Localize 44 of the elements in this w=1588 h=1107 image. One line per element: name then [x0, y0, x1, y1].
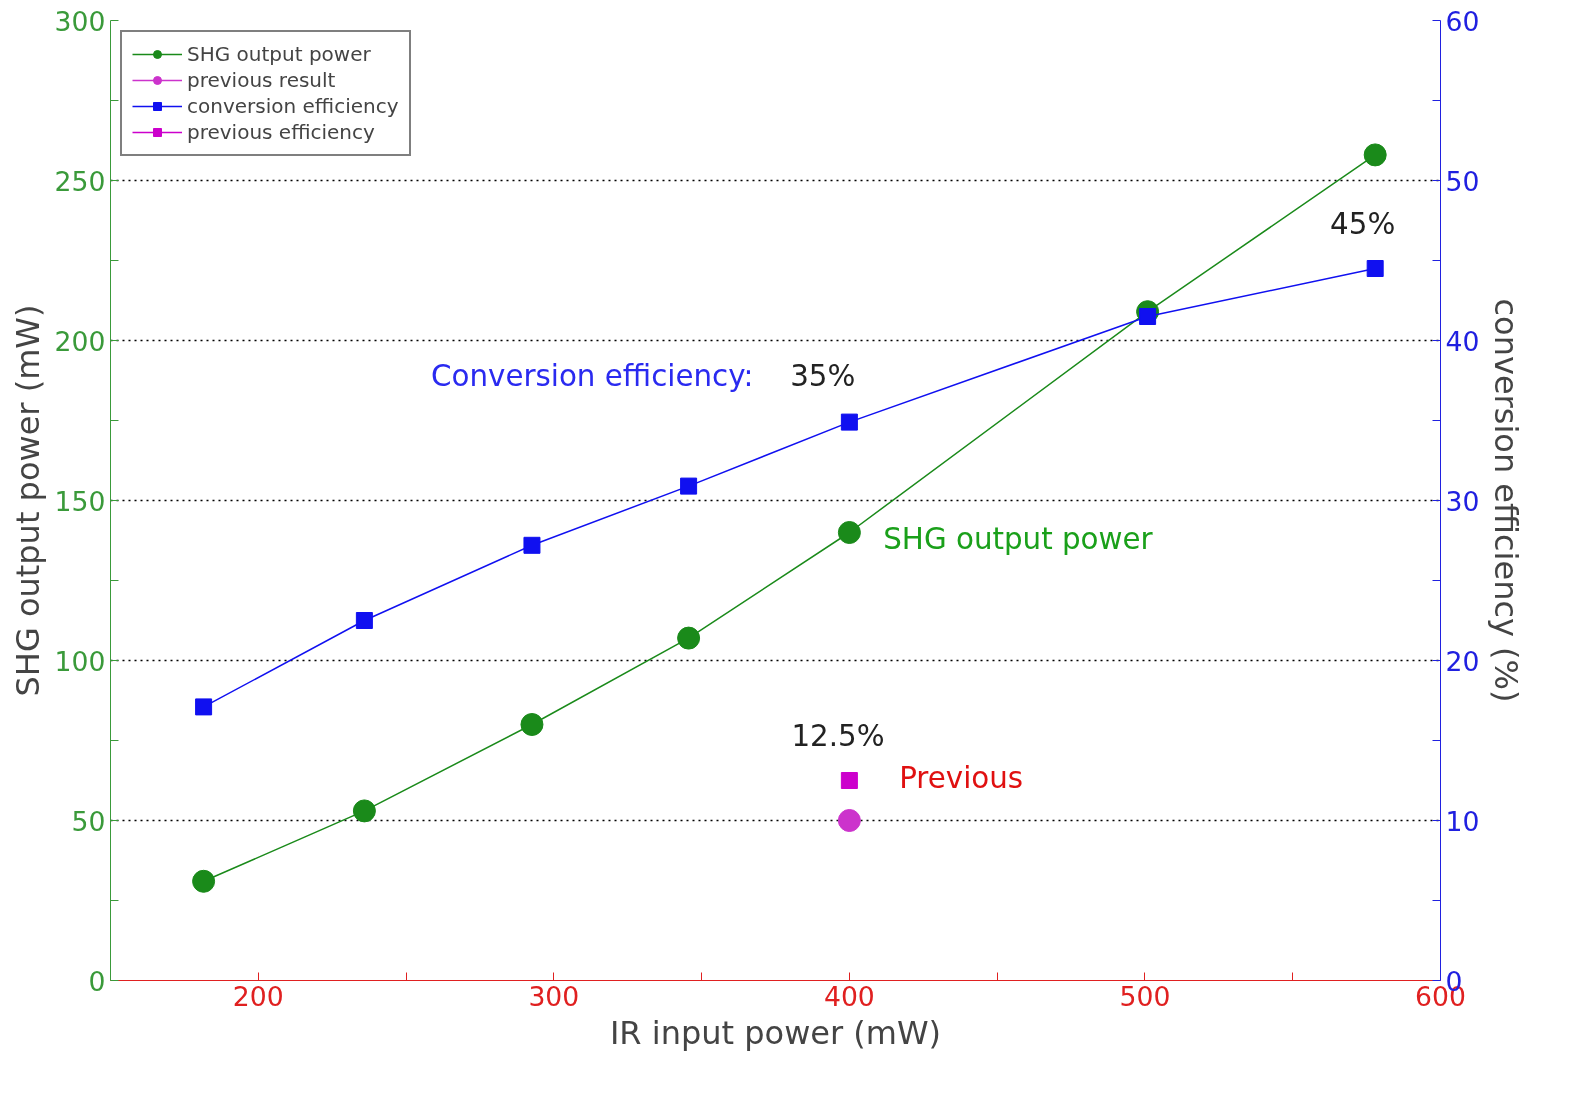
- legend-label: previous result: [187, 68, 336, 92]
- point: [195, 698, 213, 716]
- point: [680, 477, 698, 495]
- annotation: 35%: [790, 358, 856, 393]
- y-tick-label: 100: [54, 645, 106, 677]
- point: [1363, 143, 1387, 167]
- annotation: SHG output power: [883, 522, 1154, 557]
- x-tick-label: 400: [823, 980, 875, 1012]
- y-tick-label: 250: [54, 165, 106, 197]
- point: [840, 772, 858, 789]
- y2-tick-label: 40: [1445, 325, 1480, 357]
- y-tick-label: 50: [71, 805, 106, 837]
- point: [677, 626, 701, 650]
- y2-tick-label: 20: [1445, 645, 1480, 677]
- point: [352, 799, 376, 823]
- point: [520, 713, 544, 736]
- x-axis-title: IR input power (mW): [609, 1013, 942, 1052]
- y2-axis-title: conversion efficiency (%): [1487, 298, 1526, 703]
- point: [1366, 260, 1384, 277]
- y2-tick-label: 60: [1445, 5, 1480, 37]
- y-tick-label: 150: [54, 485, 106, 517]
- annotation: Conversion efficiency:: [431, 358, 754, 393]
- legend-label: previous efficiency: [187, 120, 375, 144]
- x-tick-label: 500: [1119, 980, 1171, 1012]
- y-tick-label: 0: [88, 965, 106, 997]
- x-tick-label: 200: [232, 980, 284, 1012]
- y-axis-title: SHG output power (mW): [8, 304, 47, 697]
- y2-tick-label: 30: [1445, 485, 1480, 517]
- annotation: 12.5%: [791, 718, 885, 753]
- point: [523, 536, 541, 554]
- annotation: Previous: [899, 761, 1024, 796]
- point: [192, 869, 216, 893]
- point: [840, 413, 858, 431]
- point: [837, 809, 861, 832]
- x-tick-label: 300: [528, 980, 580, 1012]
- y2-tick-label: 10: [1445, 805, 1480, 837]
- point: [837, 521, 861, 544]
- y-tick-label: 300: [54, 5, 106, 37]
- legend-label: SHG output power: [187, 42, 371, 66]
- y-tick-label: 200: [54, 325, 106, 357]
- y2-tick-label: 50: [1445, 165, 1480, 197]
- point: [355, 612, 373, 629]
- legend-label: conversion efficiency: [187, 94, 399, 118]
- annotation: 45%: [1330, 207, 1396, 242]
